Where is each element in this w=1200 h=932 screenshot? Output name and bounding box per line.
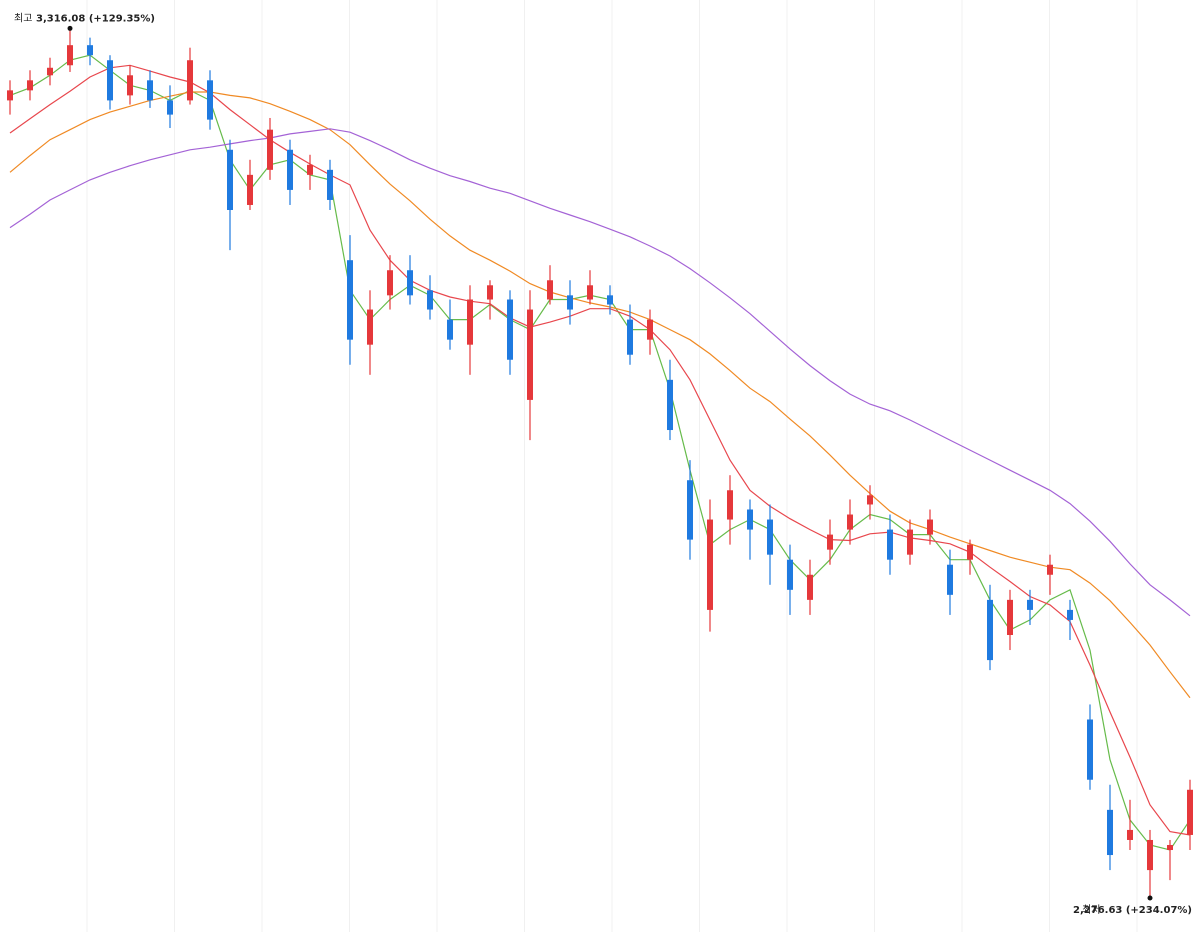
candle-body (967, 544, 973, 560)
candle-body (587, 285, 593, 300)
candle-body (727, 490, 733, 520)
candle-body (127, 75, 133, 96)
candle-body (1167, 844, 1173, 851)
candle-body (67, 45, 73, 66)
candle-body (427, 290, 433, 310)
min-marker (1147, 895, 1153, 901)
candle-body (867, 495, 873, 505)
candle-body (787, 559, 793, 590)
candle-body (187, 60, 193, 101)
moving-average-line (9, 128, 1191, 617)
candle-body (1007, 599, 1013, 635)
candle-body (1067, 609, 1073, 620)
candle-body (507, 299, 513, 360)
candle-body (1187, 789, 1193, 835)
candle-body (1087, 719, 1093, 780)
candle-body (607, 295, 613, 305)
candle-body (647, 319, 653, 340)
candle-body (627, 319, 633, 355)
candle-body (107, 60, 113, 101)
candle-body (367, 309, 373, 345)
candle-body (1047, 564, 1053, 575)
candle-body (687, 480, 693, 540)
max-prefix: 최고 (14, 12, 32, 24)
candle-body (147, 80, 153, 101)
candle-body (307, 164, 313, 175)
min-value: 2,276.63 (+234.07%) (1073, 905, 1192, 916)
candle-body (987, 599, 993, 661)
candle-body (347, 260, 353, 340)
candle-body (287, 149, 293, 190)
max-value: 3,316.08 (+129.35%) (36, 13, 155, 24)
candle-body (207, 80, 213, 120)
min-prefix: 최저 (1082, 904, 1100, 916)
candle-body (387, 270, 393, 296)
candle-body (947, 564, 953, 595)
candle-body (747, 509, 753, 530)
max-marker (67, 25, 73, 31)
candle-body (707, 519, 713, 610)
candle-body (167, 100, 173, 115)
candle-body (567, 295, 573, 310)
candle-body (827, 534, 833, 550)
candle-body (847, 514, 853, 530)
moving-averages (9, 54, 1191, 851)
candle-body (87, 45, 93, 56)
candle-body (887, 529, 893, 560)
candle-body (467, 299, 473, 345)
candle-body (1127, 829, 1133, 840)
candle-body (47, 67, 53, 76)
candle-body (267, 129, 273, 170)
candle-body (247, 174, 253, 205)
annotations: 최고 3,316.08 (+129.35%) 2,276.63 (+234.07%)… (14, 12, 1192, 916)
candle-body (227, 149, 233, 210)
candle-body (767, 519, 773, 555)
candle-body (1147, 839, 1153, 871)
candle-body (27, 80, 33, 91)
candle-body (487, 285, 493, 300)
moving-average-line (9, 54, 1191, 851)
moving-average-line (9, 91, 1191, 699)
moving-average-line (9, 64, 1191, 836)
candle-body (447, 319, 453, 340)
candle-body (667, 379, 673, 431)
candle-body (1107, 809, 1113, 856)
candle-body (527, 309, 533, 400)
candle-body (807, 574, 813, 600)
candle-body (407, 270, 413, 296)
candle-body (927, 519, 933, 535)
candle-body (907, 529, 913, 555)
candle-body (7, 90, 13, 101)
candle-body (327, 169, 333, 200)
candle-body (1027, 599, 1033, 610)
grid (86, 0, 1138, 932)
candle-body (547, 280, 553, 300)
candles (7, 28, 1193, 899)
